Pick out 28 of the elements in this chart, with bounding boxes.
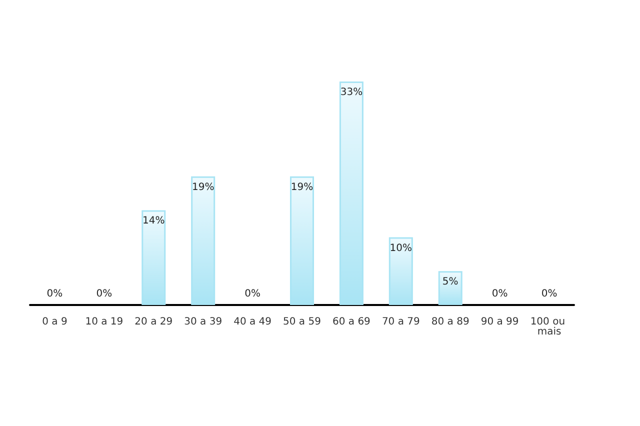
x-tick-label: 80 a 89	[431, 316, 470, 328]
bar	[191, 176, 216, 305]
bar	[388, 237, 413, 305]
data-label: 0%	[96, 288, 112, 300]
data-label: 10%	[390, 242, 412, 254]
x-tick-label: 100 ou mais	[530, 316, 568, 338]
x-tick-label: 90 a 99	[480, 316, 519, 328]
data-label: 0%	[244, 288, 260, 300]
data-label: 14%	[142, 216, 165, 227]
x-tick-label: 0 a 9	[42, 316, 68, 328]
data-label: 0%	[541, 288, 558, 300]
data-label: 19%	[290, 182, 314, 193]
bar	[438, 271, 462, 305]
data-label: 0%	[46, 288, 63, 300]
x-tick-label: 60 a 69	[332, 316, 370, 328]
x-tick-label: 50 a 59	[283, 316, 321, 328]
x-tick-label: 20 a 29	[134, 316, 173, 328]
bar	[142, 210, 166, 305]
data-label: 33%	[340, 87, 363, 98]
bar	[290, 176, 314, 305]
data-label: 19%	[192, 182, 214, 193]
x-tick-label: 70 a 79	[382, 316, 420, 328]
x-tick-label: 30 a 39	[184, 316, 222, 328]
data-label: 0%	[492, 288, 508, 300]
data-label: 5%	[442, 276, 458, 288]
x-tick-label: 40 a 49	[234, 316, 272, 328]
x-tick-label: 10 a 19	[85, 316, 124, 328]
bar	[339, 82, 364, 305]
